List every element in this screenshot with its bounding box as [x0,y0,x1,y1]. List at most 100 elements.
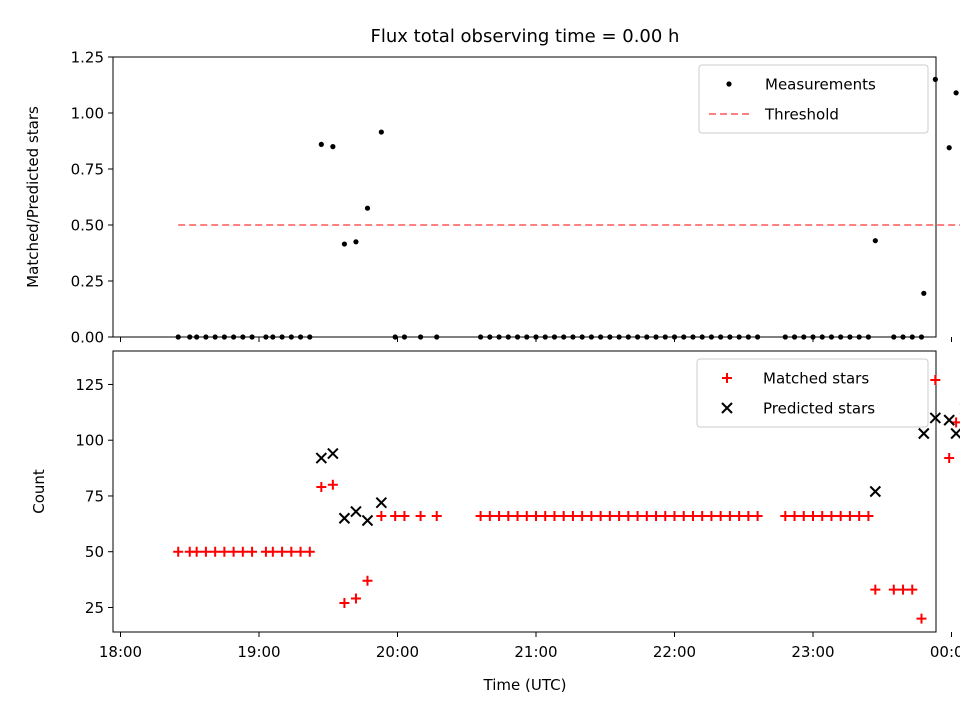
legend-box [698,64,929,134]
measurement-point [533,334,539,340]
legend-box [696,358,929,428]
matched-star-marker [267,546,278,557]
x-tick-label: 18:00 [99,643,142,661]
y-tick-label: 125 [75,376,104,394]
measurement-point [718,334,724,340]
measurement-point [279,334,285,340]
matched-star-marker [888,584,899,595]
matched-star-marker [350,593,361,604]
matched-star-marker [743,511,754,522]
measurement-point [330,144,336,150]
matched-star-marker [494,511,505,522]
measurement-point [212,334,218,340]
measurement-point [297,334,304,340]
predicted-star-marker [327,447,339,460]
measurement-point [561,334,567,340]
measurement-point [662,334,668,340]
measurement-point [588,334,595,340]
x-axis-label: Time (UTC) [483,676,567,694]
matched-star-marker [316,482,327,493]
measurement-point [819,334,825,340]
matched-star-marker [431,511,442,522]
measurement-point [891,334,897,340]
matched-star-marker [706,511,717,522]
measurement-point [551,334,558,340]
measurement-point [791,334,798,340]
measurement-point [221,334,227,340]
matched-star-marker [808,511,818,522]
matched-star-marker [531,511,541,522]
matched-star-marker [540,511,551,522]
matched-star-marker [415,511,426,522]
matched-star-marker [219,546,230,557]
matched-star-marker [734,511,745,522]
matched-star-marker [669,511,680,522]
matched-star-marker [826,511,837,522]
matched-star-marker [577,511,588,522]
measurement-point [434,334,440,340]
x-tick-label: 00:00 [930,643,960,661]
measurement-point [364,205,371,211]
matched-star-marker [586,511,597,522]
legend-label: Predicted stars [763,400,875,418]
measurement-point [194,334,200,340]
measurement-point [828,334,835,340]
legend-marker-dot [726,81,732,87]
predicted-star-marker [918,427,930,440]
y-tick-label: 0.50 [71,217,104,235]
measurement-point [341,241,348,247]
measurement-point [653,334,659,340]
y-tick-label: 75 [85,487,104,505]
measurement-point [872,238,878,244]
measurement-point [625,334,631,340]
measurement-point [727,334,733,340]
matched-star-marker [678,511,689,522]
measurement-point [847,334,853,340]
predicted-star-marker [350,505,362,518]
matched-star-marker [512,511,523,522]
measurement-point [392,334,398,340]
matched-star-marker [362,575,373,586]
measurement-point [708,334,715,340]
matched-star-marker [390,511,401,522]
matched-star-marker [687,511,698,522]
legend-marker-plus [722,373,732,383]
predicted-star-marker [338,512,351,524]
y-axis-label: Matched/Predicted stars [24,106,42,288]
measurement-point [801,334,807,340]
matched-star-marker [200,546,211,557]
legend-marker-x [721,402,733,414]
predicted-star-marker [361,514,374,527]
y-tick-label: 1.00 [71,105,104,123]
measurement-point [378,129,384,135]
predicted-star-marker [869,485,882,498]
measurement-point [699,334,705,340]
legend-label: Threshold [764,106,839,124]
matched-star-marker [907,584,918,595]
measurement-point [187,334,193,340]
matched-star-marker [944,453,955,464]
predicted-star-marker [375,496,388,509]
y-tick-label: 1.25 [71,49,104,67]
measurement-point [288,334,294,340]
legend-label: Matched stars [763,370,869,388]
measurement-point [496,334,502,340]
matched-star-marker [724,511,735,522]
matched-star-marker [549,511,560,522]
measurement-point [307,334,313,340]
matched-star-marker [632,511,643,522]
predicted-star-marker [943,414,955,426]
matched-star-marker [484,511,495,522]
matched-star-marker [376,511,387,522]
measurement-point [838,334,844,340]
matched-star-marker [789,511,800,522]
matched-star-marker [247,546,258,557]
measurement-point [231,334,237,340]
measurement-point [478,334,484,340]
matched-star-marker [623,511,634,522]
measurement-point [856,334,862,340]
measurement-point [953,90,959,96]
x-tick-label: 22:00 [653,643,696,661]
x-tick-label: 20:00 [376,643,419,661]
